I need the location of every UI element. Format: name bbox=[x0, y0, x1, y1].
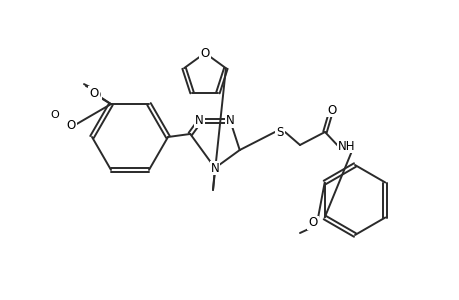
Text: N: N bbox=[195, 115, 204, 128]
Text: O: O bbox=[327, 103, 336, 116]
Text: O: O bbox=[308, 217, 317, 230]
Text: N: N bbox=[225, 115, 234, 128]
Text: O: O bbox=[91, 88, 101, 102]
Text: S: S bbox=[276, 125, 283, 139]
Text: O: O bbox=[200, 46, 209, 59]
Text: NH: NH bbox=[337, 140, 355, 152]
Text: O: O bbox=[89, 87, 98, 100]
Text: N: N bbox=[210, 161, 219, 175]
Text: O: O bbox=[50, 110, 59, 120]
Text: O: O bbox=[66, 118, 75, 131]
